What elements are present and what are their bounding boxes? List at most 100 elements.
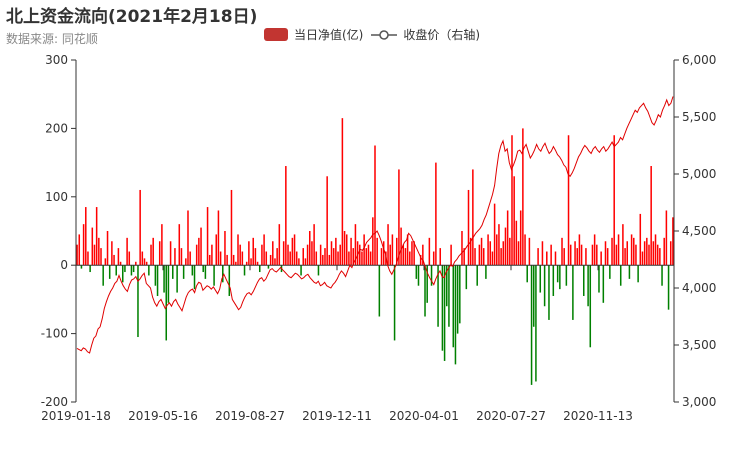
left-axis-tick-label: 200 xyxy=(45,121,68,135)
flow-bar xyxy=(452,265,455,348)
flow-bar xyxy=(561,237,563,266)
flow-bar xyxy=(332,248,335,266)
flow-bar xyxy=(578,234,581,266)
flow-bar xyxy=(633,237,635,266)
flow-bar xyxy=(328,254,331,266)
flow-bar xyxy=(350,237,352,266)
flow-bar xyxy=(652,241,655,266)
flow-bar xyxy=(532,265,535,327)
flow-bar xyxy=(226,254,228,266)
flow-bar xyxy=(656,244,659,266)
flow-bar xyxy=(472,169,474,266)
flow-bar xyxy=(537,248,539,266)
flow-bar xyxy=(382,241,385,266)
flow-bar xyxy=(319,244,322,266)
flow-bar xyxy=(172,265,174,279)
flow-bar xyxy=(258,265,261,273)
flow-bar xyxy=(335,237,337,266)
flow-bar xyxy=(241,251,244,266)
flow-bar xyxy=(300,265,302,276)
flow-bar xyxy=(359,244,361,266)
flow-bar xyxy=(363,234,365,266)
flow-bar xyxy=(154,265,157,286)
flow-bar xyxy=(306,244,309,266)
flow-bar xyxy=(339,244,341,266)
flow-bar xyxy=(630,234,633,266)
flow-bar xyxy=(493,203,496,266)
flow-bar xyxy=(593,234,596,266)
flow-bar xyxy=(372,217,374,266)
flow-bar xyxy=(330,241,333,266)
flow-bar xyxy=(200,227,202,266)
flow-bar xyxy=(459,265,461,324)
flow-bar xyxy=(435,162,437,266)
flow-bar xyxy=(243,265,246,276)
flow-bar xyxy=(148,265,150,276)
flow-bar xyxy=(424,265,426,317)
flow-bar xyxy=(478,244,481,266)
flow-bar xyxy=(380,248,383,266)
flow-bar xyxy=(415,265,418,279)
flow-bar xyxy=(302,248,305,266)
flow-bar xyxy=(563,248,565,266)
x-axis-tick-label: 2020-04-01 xyxy=(389,409,459,423)
flow-bar xyxy=(426,265,428,303)
flow-bar xyxy=(128,251,131,266)
flow-bar xyxy=(648,244,650,266)
flow-bar xyxy=(526,265,528,283)
legend-item-flow[interactable]: 当日净值(亿) xyxy=(264,26,363,43)
flow-bar xyxy=(237,234,239,266)
flow-bar xyxy=(554,251,557,266)
flow-bar xyxy=(374,145,376,266)
flow-bar xyxy=(343,231,346,266)
flow-bar xyxy=(291,237,294,266)
flow-bar xyxy=(130,265,133,276)
flow-bar xyxy=(89,265,91,273)
flow-bar xyxy=(219,251,222,266)
chart-axes: -200 -100 0 100 200 300 3,000 3,500 4,000 4,500 5,… xyxy=(41,53,717,423)
flow-bar xyxy=(569,244,572,266)
flow-bar xyxy=(548,265,550,320)
flow-bar xyxy=(195,244,198,266)
flow-bar xyxy=(591,244,594,266)
flow-bar xyxy=(428,237,431,266)
x-axis-tick-label: 2019-05-16 xyxy=(128,409,198,423)
x-axis-tick-label: 2020-07-27 xyxy=(476,409,546,423)
flow-bar xyxy=(626,241,629,266)
flow-bar xyxy=(176,265,178,293)
right-axis-tick-label: 3,000 xyxy=(682,395,716,409)
flow-bar xyxy=(530,265,533,385)
flow-bar xyxy=(198,237,200,266)
flow-bar xyxy=(289,251,291,266)
flow-bar xyxy=(298,258,300,266)
flow-bar xyxy=(182,265,185,279)
flow-bar xyxy=(180,248,183,266)
flow-bar xyxy=(106,231,109,266)
flow-bar xyxy=(659,248,661,266)
flow-bar xyxy=(239,244,241,266)
legend-item-price[interactable]: 收盘价（右轴) xyxy=(371,26,480,43)
flow-bar xyxy=(663,237,665,266)
flow-bar xyxy=(117,248,120,266)
flow-bar xyxy=(646,237,648,266)
flow-bar xyxy=(439,248,441,266)
flow-bar xyxy=(441,265,444,351)
flow-bar xyxy=(430,265,433,286)
flow-bar xyxy=(132,265,135,273)
flow-bar xyxy=(513,176,515,266)
flow-bar xyxy=(126,237,128,266)
flow-bar xyxy=(193,265,196,290)
flow-bar xyxy=(613,135,615,266)
flow-bar xyxy=(456,265,459,334)
flow-bar xyxy=(524,234,526,266)
flow-bar xyxy=(617,234,620,266)
flow-bar xyxy=(541,241,544,266)
flow-bar xyxy=(285,166,287,266)
flow-bar xyxy=(115,265,117,276)
flow-bar xyxy=(391,234,394,266)
flow-bar xyxy=(187,210,189,266)
flow-bar xyxy=(217,210,220,266)
flow-bar xyxy=(161,224,163,266)
flow-bar xyxy=(326,176,328,266)
flow-bar xyxy=(546,251,548,266)
